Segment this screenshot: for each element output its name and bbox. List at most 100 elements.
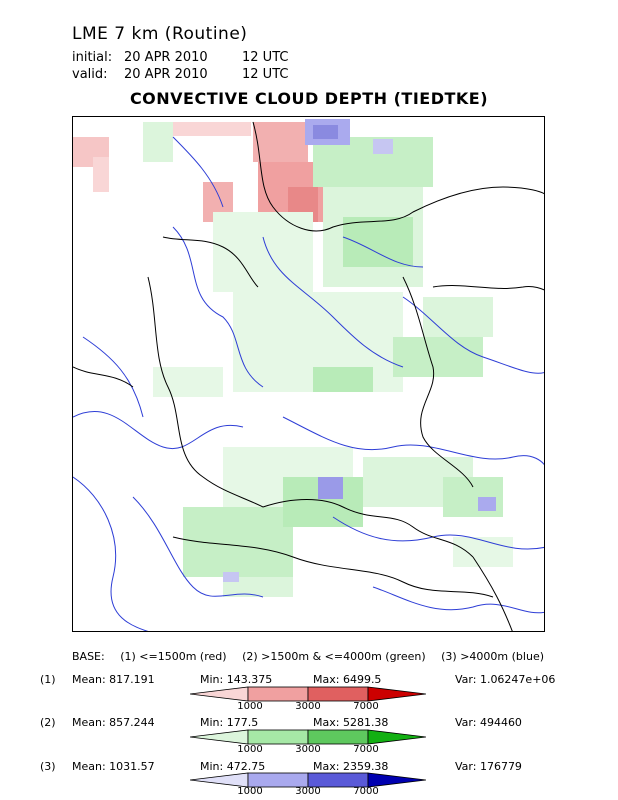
blue-field-patch xyxy=(318,477,343,499)
cloud-depth-fields xyxy=(73,119,513,597)
map-panel xyxy=(72,116,545,632)
scale-tick: 7000 xyxy=(353,786,379,797)
base-prefix: BASE: xyxy=(72,650,105,663)
stats-min: Min: 143.375 xyxy=(200,673,273,686)
river-line xyxy=(73,411,244,450)
stats-min: Min: 177.5 xyxy=(200,716,259,729)
blue-field-patch xyxy=(313,125,338,139)
base-item-red: (1) <=1500m (red) xyxy=(120,650,227,663)
initial-time-line: initial: 20 APR 2010 12 UTC xyxy=(72,50,288,65)
scale-arrow-right xyxy=(367,772,426,788)
scale-tick: 7000 xyxy=(353,701,379,712)
border-line xyxy=(147,276,264,508)
blue-field-patch xyxy=(223,572,239,582)
stats-mean: Mean: 857.244 xyxy=(72,716,155,729)
border-line xyxy=(472,556,513,631)
color-scale-red xyxy=(190,686,426,702)
blue-field-patch xyxy=(373,139,393,154)
scale-segment xyxy=(307,729,369,745)
scale-arrow-left xyxy=(190,686,249,702)
scale-tick: 3000 xyxy=(295,701,321,712)
scale-segment xyxy=(307,772,369,788)
stats-index: (1) xyxy=(40,673,56,686)
scale-tick: 1000 xyxy=(237,701,263,712)
scale-ticks-blue: 1000 3000 7000 xyxy=(190,786,426,798)
green-field-patch xyxy=(393,337,483,377)
valid-date: 20 APR 2010 xyxy=(124,67,208,82)
green-field-patch xyxy=(313,367,373,392)
border-line xyxy=(172,536,494,598)
scale-tick: 1000 xyxy=(237,786,263,797)
green-field-patch xyxy=(213,212,313,292)
river-line xyxy=(262,236,404,368)
scale-segment xyxy=(307,686,369,702)
scale-ticks-green: 1000 3000 7000 xyxy=(190,744,426,756)
initial-date: 20 APR 2010 xyxy=(124,50,208,65)
red-field-patch xyxy=(173,122,251,136)
green-field-patch xyxy=(143,122,173,162)
model-title: LME 7 km (Routine) xyxy=(72,24,248,44)
green-field-patch xyxy=(223,577,293,597)
river-line xyxy=(282,416,544,466)
scale-tick: 3000 xyxy=(295,744,321,755)
base-legend: BASE: (1) <=1500m (red) (2) >1500m & <=4… xyxy=(72,650,556,663)
green-field-patch xyxy=(153,367,223,397)
green-field-patch xyxy=(453,537,513,567)
scale-arrow-right xyxy=(367,686,426,702)
blue-field-patch xyxy=(478,497,496,511)
river-line xyxy=(332,516,544,550)
green-field-patch xyxy=(343,217,413,267)
country-borders xyxy=(73,121,544,631)
green-field-patch xyxy=(423,297,493,337)
valid-label: valid: xyxy=(72,67,108,82)
stats-index: (3) xyxy=(40,760,56,773)
stats-max: Max: 6499.5 xyxy=(313,673,382,686)
river-line xyxy=(172,226,264,388)
stats-mean: Mean: 817.191 xyxy=(72,673,155,686)
red-field-patch xyxy=(253,122,308,162)
color-scale-green xyxy=(190,729,426,745)
color-scale-blue xyxy=(190,772,426,788)
product-title: CONVECTIVE CLOUD DEPTH (TIEDTKE) xyxy=(129,89,489,108)
initial-label: initial: xyxy=(72,50,113,65)
river-network xyxy=(73,136,544,631)
scale-segment xyxy=(247,772,309,788)
river-line xyxy=(132,496,264,598)
border-line xyxy=(262,499,474,558)
stats-var: Var: 494460 xyxy=(455,716,522,729)
stats-max: Max: 2359.38 xyxy=(313,760,389,773)
base-item-green: (2) >1500m & <=4000m (green) xyxy=(242,650,426,663)
stats-var: Var: 1.06247e+06 xyxy=(455,673,556,686)
stats-max: Max: 5281.38 xyxy=(313,716,389,729)
stats-mean: Mean: 1031.57 xyxy=(72,760,155,773)
coastline xyxy=(252,121,544,232)
scale-arrow-left xyxy=(190,772,249,788)
germany-map xyxy=(73,119,544,631)
red-field-patch xyxy=(93,157,109,192)
base-item-blue: (3) >4000m (blue) xyxy=(441,650,545,663)
border-line xyxy=(432,285,544,291)
border-line xyxy=(73,366,134,388)
scale-tick: 1000 xyxy=(237,744,263,755)
stats-min: Min: 472.75 xyxy=(200,760,266,773)
river-line xyxy=(402,296,544,374)
border-line xyxy=(402,276,474,488)
river-line xyxy=(172,136,224,208)
coastline xyxy=(162,236,259,288)
scale-segment xyxy=(247,729,309,745)
river-line xyxy=(73,476,149,631)
river-line xyxy=(82,336,144,418)
valid-time-line: valid: 20 APR 2010 12 UTC xyxy=(72,67,288,82)
scale-tick: 7000 xyxy=(353,744,379,755)
scale-ticks-red: 1000 3000 7000 xyxy=(190,701,426,713)
scale-arrow-left xyxy=(190,729,249,745)
river-line xyxy=(342,236,424,268)
scale-arrow-right xyxy=(367,729,426,745)
stats-index: (2) xyxy=(40,716,56,729)
valid-time: 12 UTC xyxy=(242,67,289,82)
river-line xyxy=(372,586,544,614)
stats-var: Var: 176779 xyxy=(455,760,522,773)
scale-tick: 3000 xyxy=(295,786,321,797)
initial-time: 12 UTC xyxy=(242,50,289,65)
scale-segment xyxy=(247,686,309,702)
